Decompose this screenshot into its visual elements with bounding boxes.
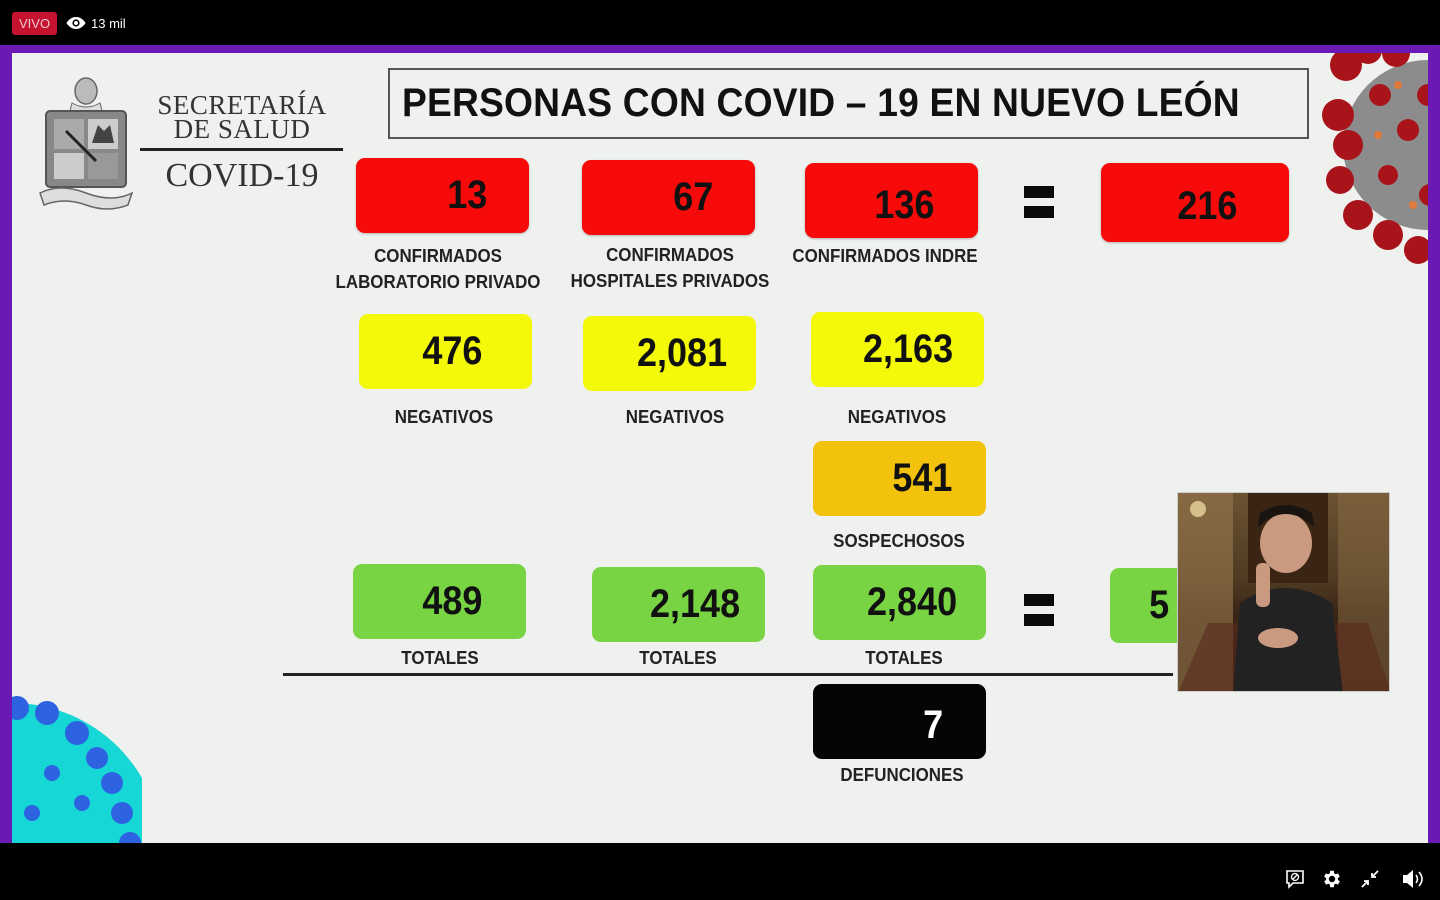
suspects-card: 541 xyxy=(813,441,986,516)
logo-line-2: DE SALUD xyxy=(173,114,311,144)
totals-private-hospitals-value: 2,148 xyxy=(649,582,740,626)
logo-title: SECRETARÍA DE SALUD xyxy=(142,90,342,144)
totals-indre-card: 2,840 xyxy=(813,565,986,640)
exit-fullscreen-button[interactable] xyxy=(1358,867,1382,891)
negatives-indre-value: 2,163 xyxy=(862,327,953,371)
confirmed-total-value: 216 xyxy=(1177,184,1238,228)
deaths-label: DEFUNCIONES xyxy=(840,765,964,785)
confirmed-total-card: 216 xyxy=(1101,163,1289,242)
confirmed-private-hospitals-card: 67 xyxy=(582,160,755,235)
confirmed-private-lab-card: 13 xyxy=(356,158,529,233)
viewer-count: 13 mil xyxy=(66,14,126,32)
label-line-1: CONFIRMADOS xyxy=(606,245,734,265)
slide-title-box: PERSONAS CON COVID – 19 EN NUEVO LEÓN xyxy=(388,68,1309,139)
label-line-2: HOSPITALES PRIVADOS xyxy=(570,271,770,291)
equals-sign-icon xyxy=(1024,594,1054,626)
state-crest-icon xyxy=(39,77,134,210)
stream-top-bar: VIVO 13 mil xyxy=(0,0,1440,45)
settings-button[interactable] xyxy=(1320,867,1344,891)
negatives-private-hospitals-card: 2,081 xyxy=(583,316,756,391)
totals-private-lab-label: TOTALES xyxy=(401,648,479,668)
confirmed-indre-card: 136 xyxy=(805,163,978,238)
logo-rule xyxy=(140,148,343,151)
negatives-private-lab-card: 476 xyxy=(359,314,532,389)
interpreter-figure-icon xyxy=(1178,493,1389,691)
suspects-value: 541 xyxy=(892,456,953,500)
sign-language-interpreter-video xyxy=(1177,492,1390,692)
negatives-private-hospitals-value: 2,081 xyxy=(636,331,727,375)
negatives-private-lab-label: NEGATIVOS xyxy=(394,407,494,427)
gear-icon xyxy=(1324,870,1340,888)
equals-sign-icon xyxy=(1024,186,1054,218)
negatives-indre-card: 2,163 xyxy=(811,312,984,387)
totals-private-lab-value: 489 xyxy=(422,579,483,623)
negatives-indre-label: NEGATIVOS xyxy=(847,407,947,427)
confirmed-private-lab-label: CONFIRMADOS LABORATORIO PRIVADO xyxy=(329,243,547,295)
deaths-value: 7 xyxy=(922,703,943,747)
confirmed-private-hospitals-label: CONFIRMADOS HOSPITALES PRIVADOS xyxy=(567,242,774,294)
slide: SECRETARÍA DE SALUD COVID-19 PERSONAS CO… xyxy=(12,53,1428,843)
negatives-private-hospitals-label: NEGATIVOS xyxy=(625,407,725,427)
chat-off-icon xyxy=(1286,870,1304,889)
chat-toggle-button[interactable] xyxy=(1283,867,1307,891)
stream-controls-bar xyxy=(0,843,1440,900)
label-line-1: CONFIRMADOS INDRE xyxy=(792,246,978,266)
speaker-icon xyxy=(1403,870,1423,888)
totals-private-hospitals-label: TOTALES xyxy=(639,648,717,668)
confirmed-private-lab-value: 13 xyxy=(446,173,487,217)
video-frame: SECRETARÍA DE SALUD COVID-19 PERSONAS CO… xyxy=(0,45,1440,843)
viewer-count-text: 13 mil xyxy=(91,15,126,31)
totals-private-lab-card: 489 xyxy=(353,564,526,639)
totals-indre-value: 2,840 xyxy=(866,580,957,624)
virus-blue-icon xyxy=(12,696,142,843)
confirmed-indre-value: 136 xyxy=(874,183,935,227)
negatives-private-lab-value: 476 xyxy=(422,329,483,373)
confirmed-indre-label: CONFIRMADOS INDRE xyxy=(786,243,983,269)
collapse-icon xyxy=(1361,870,1379,888)
totals-grand-value: 5 xyxy=(1149,583,1170,627)
logo-line-1: SECRETARÍA xyxy=(157,90,327,120)
deaths-card: 7 xyxy=(813,684,986,759)
section-divider xyxy=(283,673,1173,676)
volume-button[interactable] xyxy=(1401,867,1425,891)
virus-red-icon xyxy=(1322,53,1428,264)
label-line-1: CONFIRMADOS xyxy=(374,246,502,266)
eye-icon xyxy=(66,17,86,29)
totals-private-hospitals-card: 2,148 xyxy=(592,567,765,642)
suspects-label: SOSPECHOSOS xyxy=(833,531,965,551)
live-badge: VIVO xyxy=(12,12,58,35)
confirmed-private-hospitals-value: 67 xyxy=(672,175,713,219)
totals-indre-label: TOTALES xyxy=(865,648,943,668)
slide-title: PERSONAS CON COVID – 19 EN NUEVO LEÓN xyxy=(402,81,1240,125)
label-line-2: LABORATORIO PRIVADO xyxy=(335,272,541,292)
logo-subtitle: COVID-19 xyxy=(165,157,319,194)
